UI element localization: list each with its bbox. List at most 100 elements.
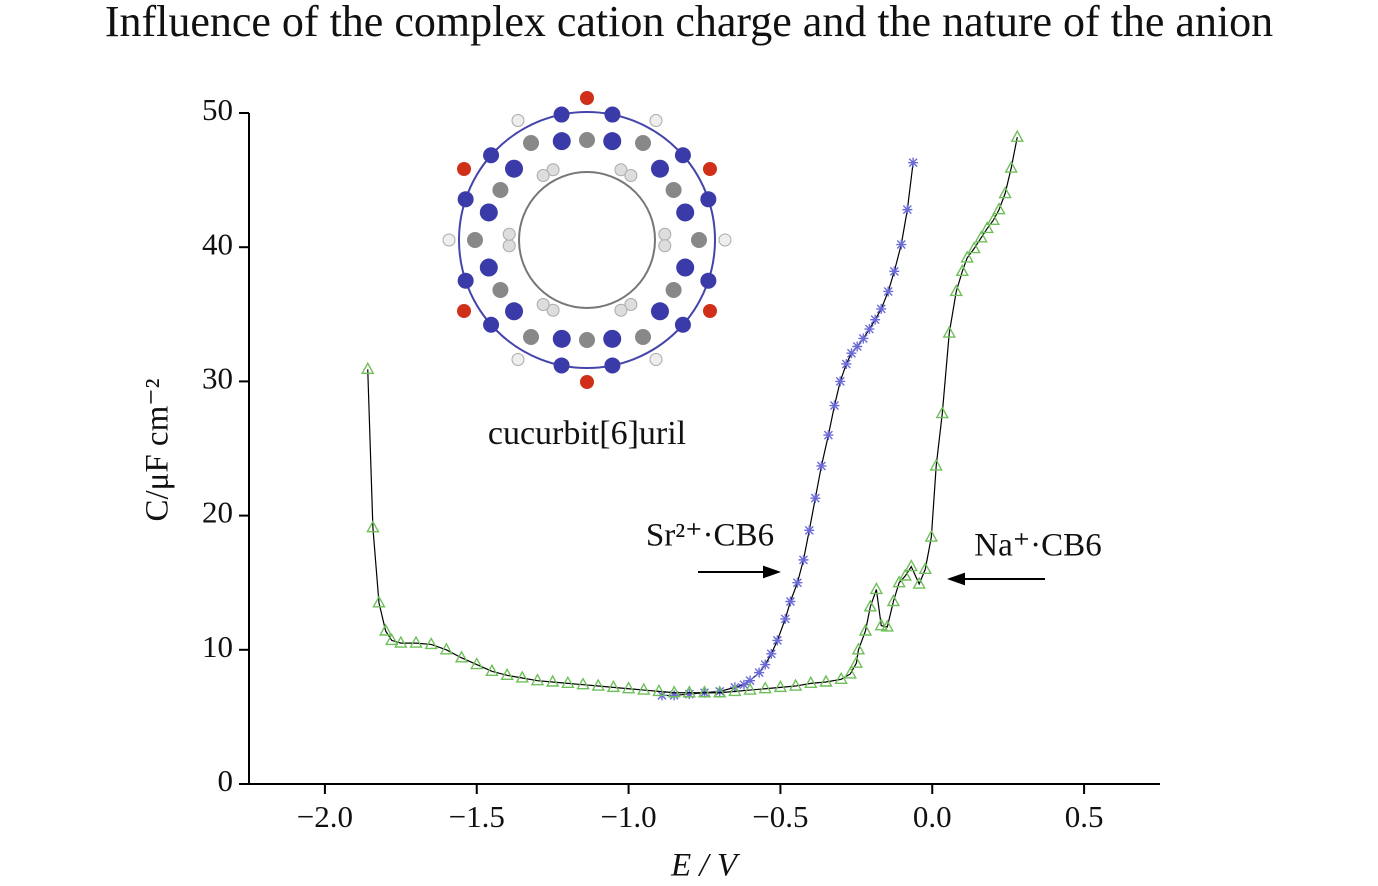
x-axis-label: E / V — [670, 848, 741, 884]
data-point — [530, 673, 545, 686]
bond-ring — [458, 111, 716, 369]
data-point — [849, 655, 864, 668]
atom — [604, 357, 621, 374]
atom — [691, 232, 707, 248]
y-axis-label: C/μF cm⁻² — [140, 378, 176, 521]
data-point — [738, 679, 749, 690]
atom — [674, 316, 691, 333]
data-point — [682, 685, 697, 698]
data-point — [470, 657, 484, 670]
data-point — [835, 376, 846, 387]
data-point — [652, 683, 666, 697]
data-point — [378, 623, 393, 636]
atom — [552, 329, 571, 348]
atom — [676, 258, 695, 277]
data-point — [621, 681, 636, 694]
data-point — [754, 667, 765, 678]
data-point — [898, 568, 912, 581]
data-point — [637, 682, 651, 695]
atom — [580, 375, 594, 389]
data-point — [883, 286, 894, 297]
data-point — [967, 241, 981, 254]
data-point — [880, 619, 894, 632]
atom — [650, 159, 669, 178]
atom — [492, 282, 509, 298]
atom — [457, 272, 474, 289]
data-point — [606, 679, 621, 693]
atom — [658, 227, 672, 241]
data-point — [889, 266, 900, 277]
atom — [614, 163, 628, 177]
data-point — [773, 679, 788, 693]
data-point — [366, 520, 380, 533]
atom — [457, 191, 474, 208]
data-point — [714, 686, 725, 697]
atom — [665, 282, 682, 298]
data-point — [758, 681, 772, 694]
atom — [523, 328, 539, 345]
atom — [604, 106, 621, 123]
atom — [650, 302, 669, 321]
molecule-caption: cucurbit[6]uril — [488, 415, 686, 452]
data-point — [729, 682, 740, 693]
y-tick-label: 10 — [202, 629, 233, 664]
data-point — [874, 618, 888, 631]
series-label: Na⁺·CB6 — [974, 528, 1101, 564]
data-point — [760, 659, 771, 670]
data-point — [745, 675, 756, 686]
data-point — [712, 685, 727, 698]
data-point — [896, 239, 907, 250]
atom — [479, 258, 498, 277]
atom — [553, 106, 570, 123]
chart-title: Influence of the complex cation charge a… — [105, 0, 1273, 46]
data-point — [684, 689, 695, 700]
data-point — [697, 685, 712, 698]
arrow-head — [947, 572, 965, 586]
data-point — [804, 525, 815, 536]
atom — [511, 353, 525, 367]
y-tick-label: 50 — [202, 92, 233, 127]
data-point — [545, 674, 560, 687]
atom — [483, 147, 500, 164]
data-point — [918, 561, 932, 574]
data-point — [394, 635, 408, 648]
data-point — [892, 575, 906, 588]
data-point — [864, 324, 875, 335]
atom — [552, 132, 571, 151]
data-point — [955, 263, 969, 277]
atom — [702, 304, 717, 318]
data-point — [500, 667, 514, 680]
data-point — [810, 493, 821, 504]
atom — [479, 203, 498, 222]
data-point — [841, 358, 852, 369]
x-tick-label: 0.0 — [913, 799, 952, 834]
atom — [505, 302, 524, 321]
data-point — [1004, 160, 1018, 173]
atom — [546, 303, 560, 317]
atom — [536, 169, 550, 183]
atom — [467, 232, 483, 248]
atom — [546, 163, 560, 177]
atom — [483, 316, 500, 333]
data-point — [869, 581, 884, 595]
data-point — [851, 642, 866, 655]
data-point — [960, 250, 974, 263]
data-point — [858, 623, 873, 636]
data-point — [935, 406, 949, 419]
data-point — [858, 333, 869, 344]
atom — [502, 239, 516, 253]
atom — [718, 233, 732, 247]
data-point — [515, 670, 529, 683]
data-point — [974, 230, 988, 243]
data-point — [843, 666, 857, 679]
atom — [457, 162, 472, 176]
atom — [536, 297, 550, 311]
y-tick-label: 30 — [202, 361, 233, 396]
atom — [624, 169, 638, 183]
data-point — [942, 325, 956, 338]
molecule-illustration — [442, 91, 732, 389]
data-point — [852, 341, 863, 352]
data-point — [788, 678, 803, 691]
data-point — [743, 682, 757, 695]
